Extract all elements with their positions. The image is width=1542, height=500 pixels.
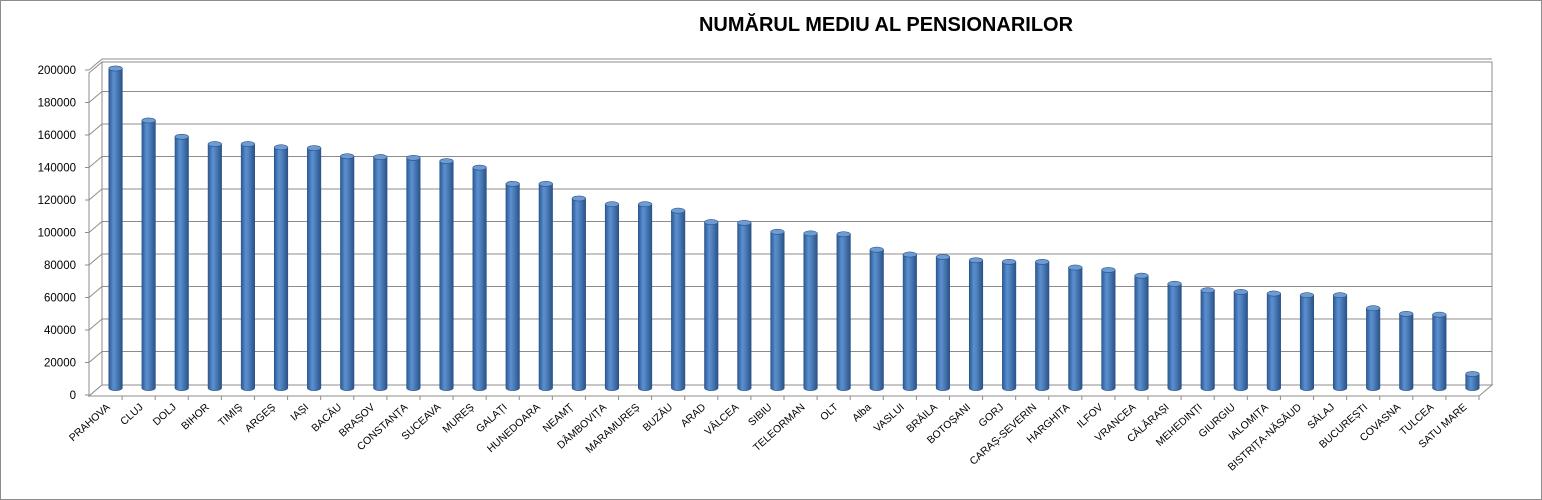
x-tick-label: OLT: [818, 401, 841, 423]
y-tick-label: 140000: [38, 163, 76, 175]
y-tick-label: 160000: [38, 130, 76, 142]
bar: [505, 180, 520, 391]
gridline-side: [88, 123, 103, 136]
bar: [273, 144, 289, 391]
bar: [340, 153, 355, 391]
bar: [1068, 264, 1083, 391]
bar: [538, 180, 553, 391]
back-wall: [101, 61, 1493, 386]
bar: [704, 219, 719, 391]
x-tick-label: VASLUI: [872, 401, 907, 434]
x-tick-label: TIMIȘ: [216, 401, 245, 429]
bar: [638, 201, 653, 391]
x-tick-label: BUZĂU: [640, 401, 675, 434]
bar: [439, 158, 454, 391]
gridline-side: [88, 221, 103, 233]
side-wall: [88, 60, 103, 398]
bar: [1233, 289, 1248, 391]
bar: [836, 231, 851, 391]
x-tick-label: GORJ: [976, 401, 1006, 429]
bars: [108, 65, 1480, 391]
bar: [1366, 305, 1381, 391]
bar: [1299, 292, 1315, 391]
x-tick-label: VÂLCEA: [702, 401, 741, 438]
bar: [737, 219, 752, 391]
bar: [902, 251, 917, 391]
bar: [406, 154, 421, 391]
x-tick-label: IAȘI: [288, 401, 311, 423]
bar: [373, 154, 388, 391]
bar: [968, 257, 984, 391]
bar: [1465, 371, 1480, 391]
gridline-side: [88, 318, 103, 331]
y-tick-label: 80000: [44, 260, 76, 272]
bar: [1002, 258, 1017, 391]
floor: [87, 384, 1494, 397]
gridline-side: [88, 253, 103, 266]
gridline-side: [88, 188, 103, 201]
bar: [770, 228, 785, 391]
x-tick-label: PRAHOVA: [67, 401, 113, 444]
x-tick-label: MUREȘ: [440, 401, 476, 435]
gridline-side: [88, 351, 103, 363]
x-tick-label: ILFOV: [1075, 401, 1106, 430]
bar: [869, 246, 884, 391]
y-tick-label: 40000: [44, 325, 76, 337]
bar: [1333, 292, 1348, 391]
x-tick-label: DOLJ: [151, 401, 179, 428]
bar: [1167, 280, 1182, 391]
bar: [935, 254, 950, 391]
bar: [1432, 311, 1447, 391]
bar: [174, 133, 189, 391]
gridline-side: [88, 58, 103, 71]
bar: [108, 65, 123, 391]
y-tick-label: 60000: [44, 293, 76, 305]
bar: [307, 145, 322, 391]
plot-walls: [87, 60, 1494, 398]
y-tick-label: 0: [70, 390, 76, 402]
y-tick-label: 120000: [38, 195, 76, 207]
chart-title: NUMĂRUL MEDIU AL PENSIONARILOR: [0, 14, 1542, 37]
bar: [1200, 287, 1215, 391]
bar: [472, 164, 487, 391]
gridline-side: [88, 91, 103, 103]
gridline-side: [88, 156, 103, 168]
bar: [1035, 258, 1050, 391]
bar: [604, 201, 620, 391]
bar: [240, 141, 255, 391]
x-tick-label: ARGEȘ: [243, 401, 278, 435]
y-axis-ticks: 0 20000 40000 60000 80000 100000 120000 140000 1…: [38, 65, 89, 402]
bar: [207, 141, 222, 391]
x-tick-label: ARAD: [679, 401, 709, 430]
bar: [671, 207, 686, 391]
bar: [1399, 310, 1414, 391]
bar: [1266, 290, 1281, 391]
gridlines: [88, 58, 1492, 363]
bar: [141, 117, 156, 391]
y-tick-label: 200000: [38, 65, 76, 77]
y-tick-label: 100000: [38, 228, 76, 240]
bar: [803, 230, 818, 391]
bar: [571, 195, 586, 391]
x-tick-label: Alba: [850, 401, 874, 424]
x-tick-label: BIHOR: [179, 401, 212, 432]
x-tick-label: CLUJ: [118, 401, 146, 427]
y-tick-label: 180000: [38, 98, 76, 110]
x-tick-label: SIBIU: [746, 401, 774, 428]
y-tick-label: 20000: [44, 358, 76, 370]
bar: [1134, 272, 1149, 391]
gridline-side: [88, 286, 103, 298]
bar: [1101, 267, 1116, 391]
chart-title-text: NUMĂRUL MEDIU AL PENSIONARILOR: [698, 14, 1074, 36]
